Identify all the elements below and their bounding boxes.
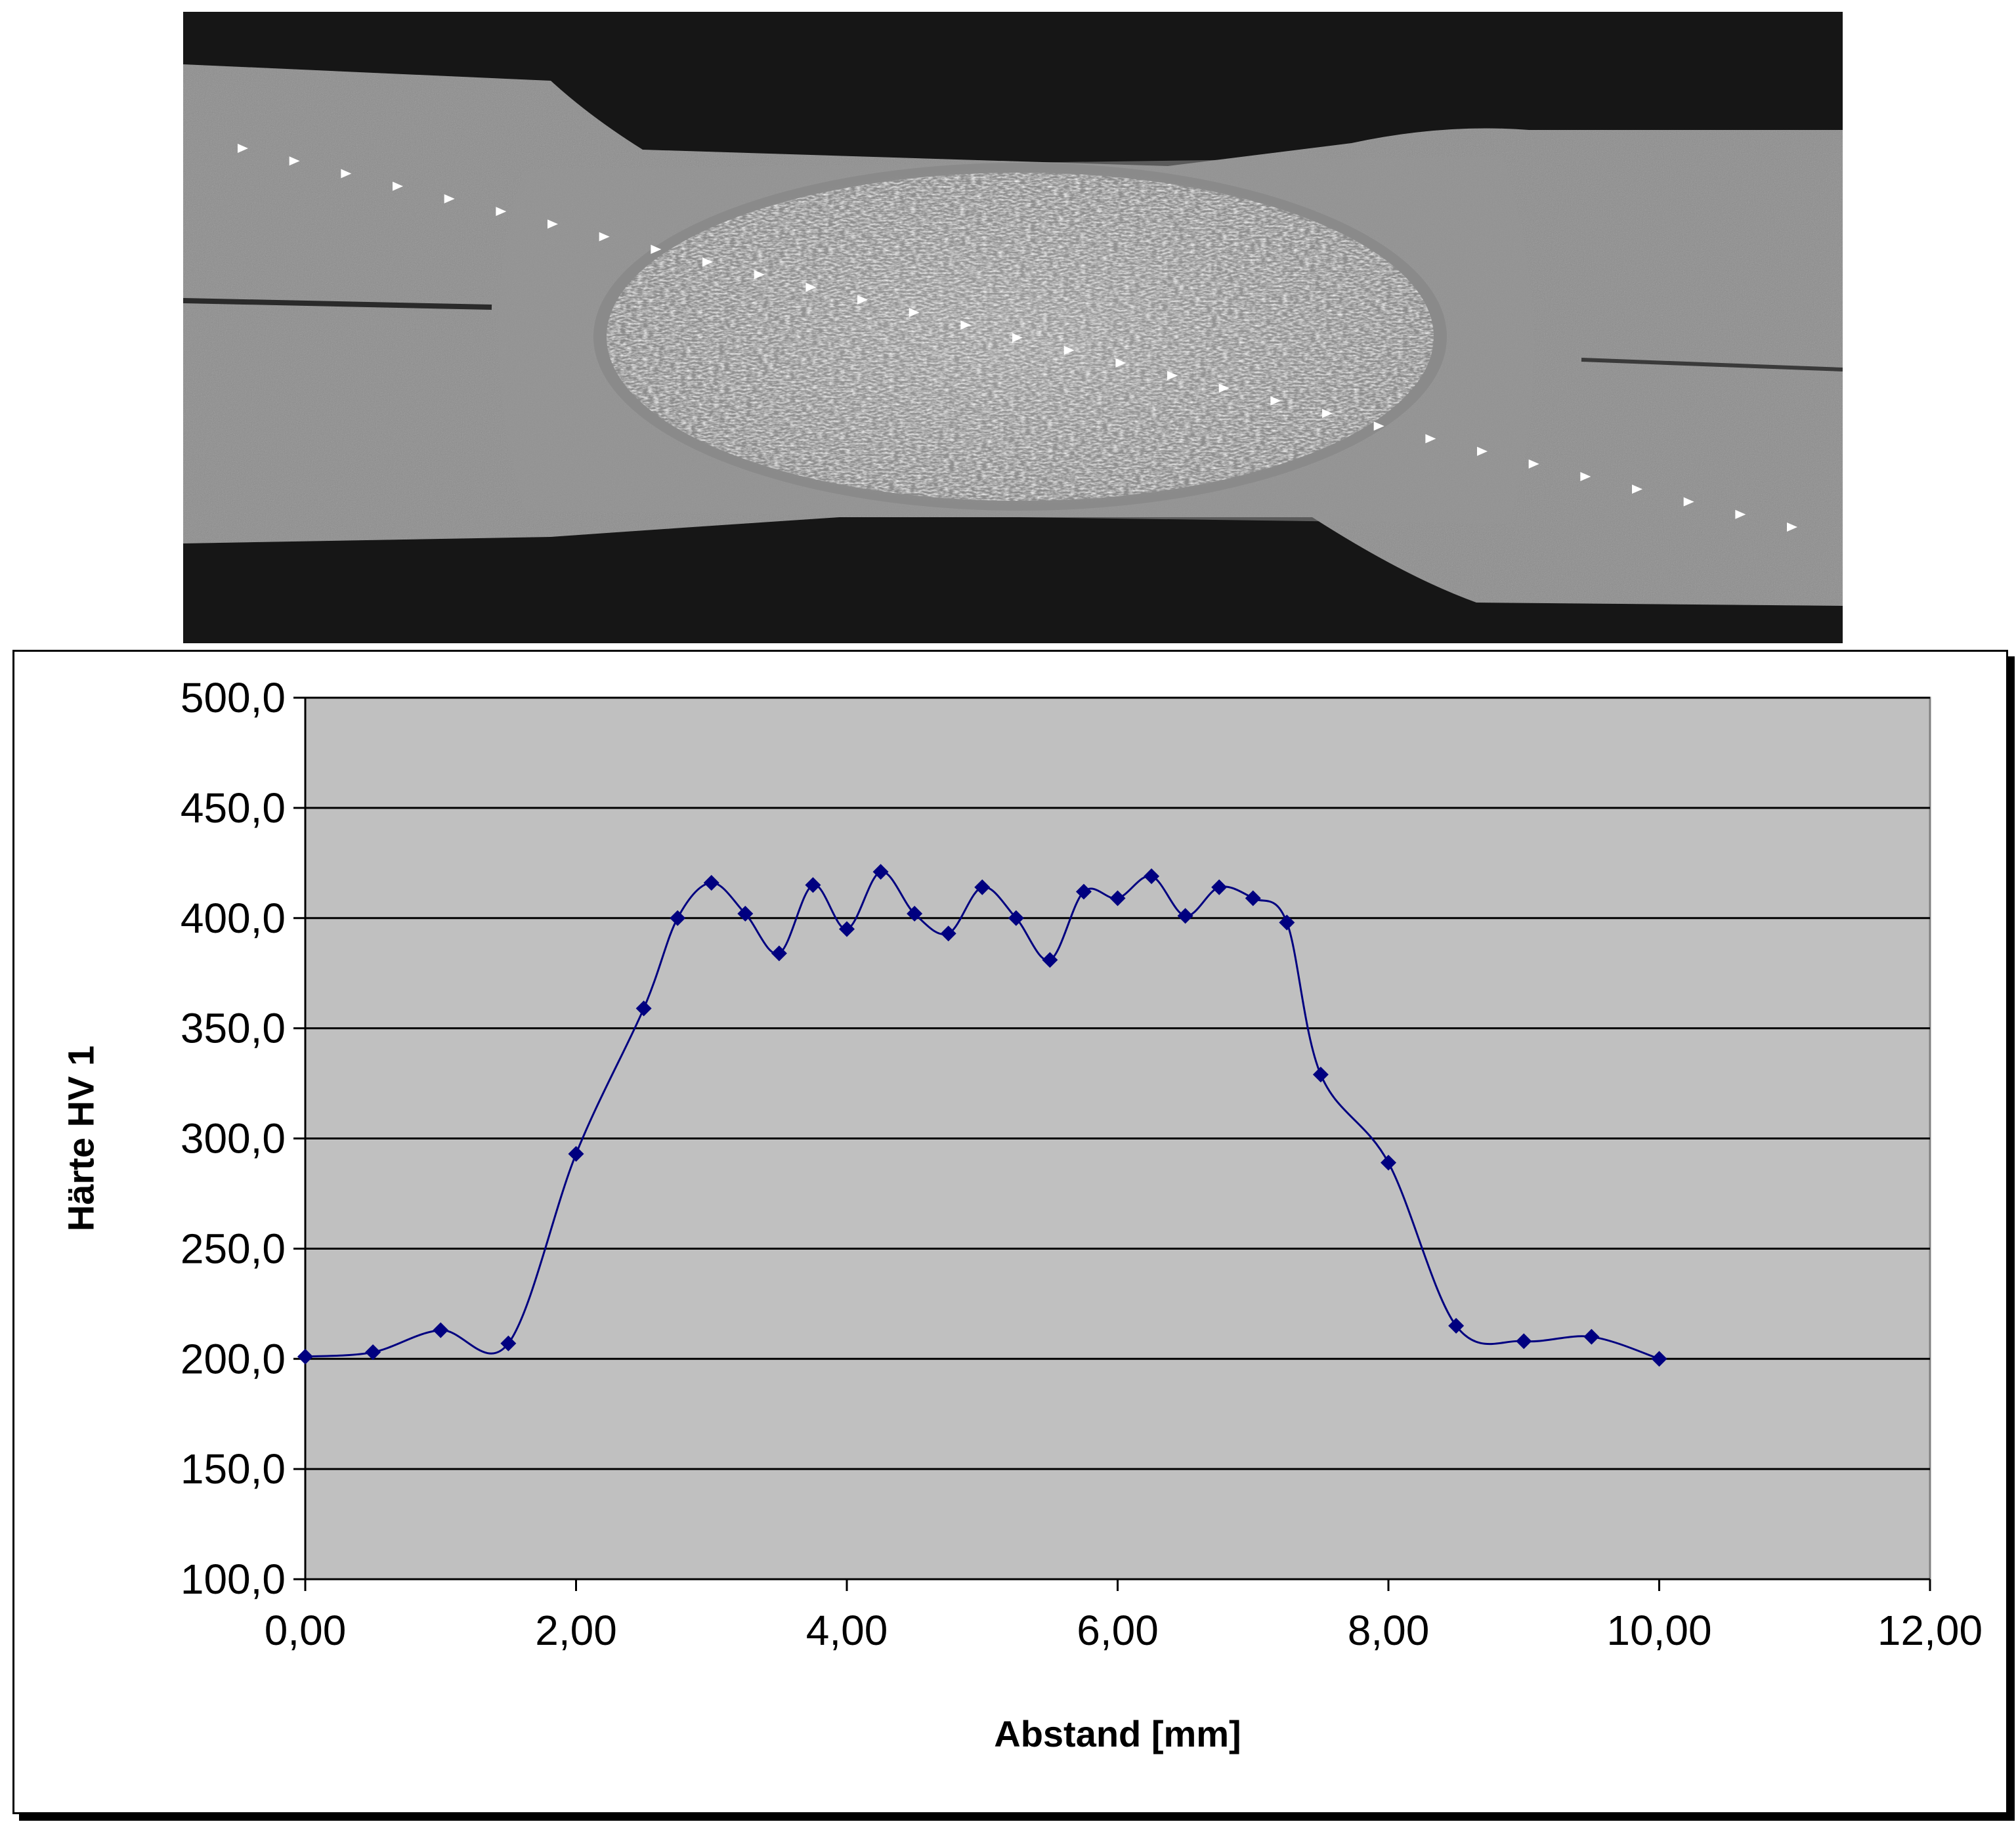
hardness-indent — [289, 156, 300, 166]
data-point — [737, 906, 754, 922]
data-point — [872, 864, 889, 880]
data-point — [839, 921, 855, 937]
y-tick-label: 400,0 — [181, 895, 286, 942]
hardness-indent — [1477, 446, 1488, 456]
hardness-indent — [1632, 484, 1642, 494]
series-points — [297, 864, 1667, 1367]
data-point — [974, 879, 991, 895]
y-tick-label: 350,0 — [181, 1005, 286, 1052]
sheet-interface-right — [1581, 358, 1843, 372]
hardness-indent — [805, 282, 817, 292]
x-tick-label: 6,00 — [1077, 1607, 1159, 1654]
hardness-indent — [1683, 497, 1694, 507]
x-axis-ticks: 0,00 2,00 4,00 6,00 8,00 10,00 12,00 — [265, 1579, 1983, 1654]
data-point — [1516, 1333, 1532, 1349]
hardness-indent — [909, 308, 920, 318]
data-point — [1448, 1317, 1465, 1334]
hardness-indent — [1167, 371, 1178, 381]
hardness-indent — [857, 295, 868, 305]
y-tick-label: 250,0 — [181, 1225, 286, 1272]
y-tick-label: 150,0 — [181, 1445, 286, 1493]
hardness-indent — [754, 270, 765, 280]
hardness-indent — [702, 257, 713, 267]
data-point — [1583, 1328, 1600, 1345]
x-tick-label: 12,00 — [1877, 1607, 1983, 1654]
weld-micrograph-image — [183, 12, 1843, 643]
data-point — [1075, 883, 1092, 900]
data-point — [365, 1344, 381, 1361]
hardness-indent — [1735, 509, 1746, 519]
hardness-indent — [651, 244, 662, 254]
sheet-interface-left — [183, 298, 492, 310]
y-tick-label: 200,0 — [181, 1335, 286, 1382]
x-tick-label: 8,00 — [1348, 1607, 1430, 1654]
data-point — [1312, 1067, 1329, 1083]
data-point — [1177, 908, 1193, 924]
y-tick-label: 300,0 — [181, 1115, 286, 1162]
y-tick-label: 500,0 — [181, 674, 286, 721]
hardness-indent — [1218, 383, 1230, 393]
hardness-indent — [393, 181, 403, 191]
hardness-indent — [1063, 345, 1075, 355]
hardness-indent — [496, 207, 507, 217]
data-point — [635, 1000, 652, 1017]
data-point — [433, 1322, 449, 1338]
hardness-indent — [1322, 408, 1333, 418]
y-axis-title: Härte HV 1 — [60, 1046, 102, 1231]
hardness-indent — [1787, 522, 1797, 532]
series-line — [305, 870, 1660, 1360]
gridlines — [305, 696, 1930, 1470]
data-point — [907, 906, 923, 922]
data-point — [703, 875, 719, 891]
data-point — [297, 1348, 313, 1365]
hardness-indent — [1425, 434, 1436, 444]
hardness-indent — [547, 219, 558, 229]
data-point — [500, 1335, 517, 1351]
x-axis-title: Abstand [mm] — [994, 1713, 1241, 1754]
data-point — [1144, 868, 1160, 884]
hardness-indent — [1270, 396, 1281, 406]
data-point — [771, 945, 787, 962]
data-point — [1008, 910, 1024, 926]
x-tick-label: 4,00 — [806, 1607, 888, 1654]
data-point — [940, 925, 956, 942]
data-point — [1651, 1351, 1667, 1367]
hardness-indent — [444, 194, 455, 203]
hardness-indent — [1528, 459, 1539, 469]
x-tick-label: 0,00 — [265, 1607, 347, 1654]
hardness-indent — [1580, 472, 1591, 482]
hardness-indent — [238, 144, 248, 153]
y-axis-ticks: 100,0 150,0 200,0 250,0 300,0 350,0 400,0 450,0… — [181, 674, 305, 1603]
x-tick-label: 10,00 — [1606, 1607, 1711, 1654]
y-tick-label: 100,0 — [181, 1556, 286, 1603]
data-point — [1381, 1155, 1396, 1171]
hardness-indent — [341, 169, 352, 179]
hardness-indent — [1373, 421, 1384, 431]
data-point — [1279, 914, 1295, 931]
hardness-indent — [1115, 358, 1126, 368]
hardness-indent — [1012, 333, 1023, 343]
hardness-indent — [960, 320, 972, 330]
data-point — [1109, 890, 1126, 906]
hardness-indent — [599, 232, 610, 242]
data-point — [1211, 879, 1228, 895]
hardness-indent-marks — [238, 144, 1797, 532]
x-tick-label: 2,00 — [535, 1607, 617, 1654]
data-point — [670, 910, 686, 926]
data-point — [805, 877, 821, 893]
data-point — [568, 1146, 584, 1162]
data-point — [1042, 952, 1058, 968]
y-tick-label: 450,0 — [181, 784, 286, 832]
data-point — [1245, 890, 1261, 906]
